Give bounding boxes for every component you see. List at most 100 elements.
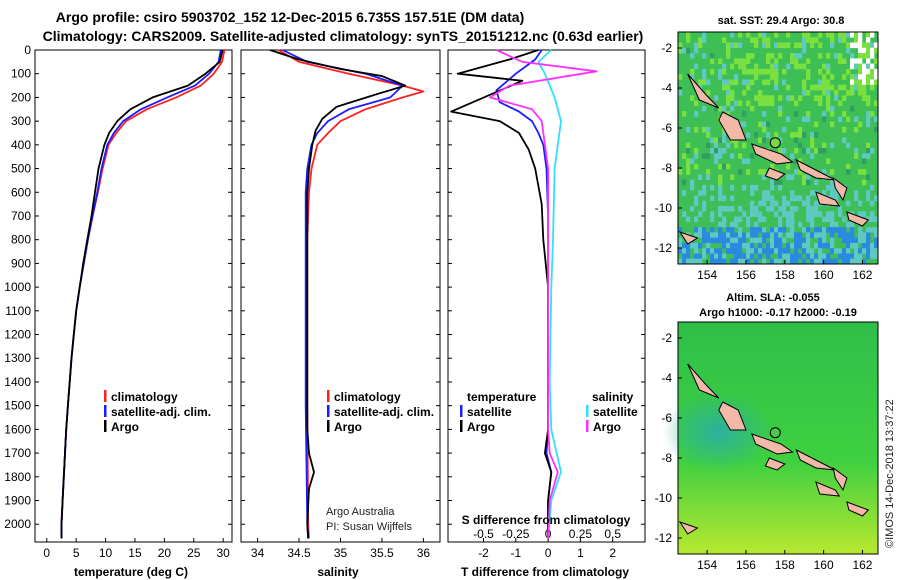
sst-pixel: [754, 206, 759, 212]
sst-pixel: [758, 68, 763, 75]
sst-pixel: [854, 32, 859, 38]
sst-pixel: [774, 242, 779, 249]
sst-pixel: [718, 163, 723, 170]
sst-pixel: [794, 258, 799, 265]
sst-pixel: [758, 248, 763, 254]
sst-pixel: [698, 37, 703, 43]
depth-tick-label: 1200: [4, 328, 31, 342]
sst-pixel: [806, 248, 811, 254]
sst-pixel: [754, 258, 759, 265]
x-tick-label: 20: [158, 546, 172, 560]
sst-pixel: [794, 253, 799, 260]
sst-pixel: [730, 42, 735, 49]
sst-pixel: [782, 237, 787, 244]
sst-pixel: [822, 258, 827, 265]
sst-pixel: [754, 248, 759, 254]
sst-pixel: [682, 211, 687, 217]
sst-pixel: [826, 258, 831, 265]
sst-pixel: [686, 163, 691, 170]
sst-pixel: [870, 63, 875, 70]
sst-pixel: [798, 253, 803, 260]
sst-pixel: [806, 116, 811, 122]
sst-pixel: [854, 242, 859, 249]
sst-pixel: [818, 100, 823, 107]
series-line-salinity-argo: [489, 49, 598, 539]
legend-label-t-satellite: satellite: [467, 405, 512, 419]
sst-pixel: [794, 148, 799, 154]
sst-pixel: [714, 137, 719, 144]
sst-pixel: [766, 253, 771, 260]
sst-pixel: [778, 221, 783, 228]
island: [678, 231, 699, 245]
sst-pixel: [726, 206, 731, 212]
sst-pixel: [862, 232, 867, 238]
legend-swatch-climatology: [104, 390, 107, 402]
sst-pixel: [682, 258, 687, 265]
sst-pixel: [718, 248, 723, 254]
sst-pixel: [818, 253, 823, 260]
sst-pixel: [754, 95, 759, 101]
sst-pixel: [790, 242, 795, 249]
sst-pixel: [702, 153, 707, 159]
sst-pixel: [686, 216, 691, 223]
sst-pixel: [862, 248, 867, 254]
sst-pixel: [750, 206, 755, 212]
sst-pixel: [814, 179, 819, 186]
sst-pixel: [746, 221, 751, 228]
sst-pixel: [690, 158, 695, 165]
sst-pixel: [682, 153, 687, 159]
sst-pixel: [770, 184, 775, 191]
sst-pixel: [730, 174, 735, 180]
sst-pixel: [802, 79, 807, 86]
legend-label-climatology: climatology: [111, 390, 178, 404]
sst-pixel: [734, 253, 739, 260]
sst-pixel: [758, 169, 763, 175]
sst-pixel: [702, 32, 707, 38]
sst-pixel: [742, 211, 747, 217]
sst-pixel: [846, 258, 851, 265]
sst-pixel: [810, 84, 815, 91]
sst-pixel: [806, 237, 811, 244]
sst-pixel: [874, 227, 879, 233]
sst-pixel: [830, 169, 835, 175]
sst-pixel: [790, 132, 795, 138]
sst-pixel: [806, 206, 811, 212]
island: [764, 167, 786, 181]
sst-pixel: [794, 111, 799, 117]
sst-pixel: [774, 68, 779, 75]
sst-pixel: [810, 137, 815, 144]
sst-pixel: [706, 242, 711, 249]
sst-pixel: [814, 132, 819, 138]
depth-tick-label: 700: [11, 209, 31, 223]
sst-pixel: [790, 195, 795, 202]
sst-pixel: [686, 158, 691, 165]
sst-pixel: [722, 137, 727, 144]
series-line-temperature-argo: [450, 49, 553, 539]
sst-pixel: [698, 232, 703, 238]
sst-pixel: [726, 227, 731, 233]
sst-pixel: [870, 242, 875, 249]
island: [750, 143, 794, 165]
sst-pixel: [850, 58, 855, 64]
sst-pixel: [718, 68, 723, 75]
sst-pixel: [810, 211, 815, 217]
sst-pixel: [786, 200, 791, 207]
sst-pixel: [754, 227, 759, 233]
sst-pixel: [842, 58, 847, 64]
map-y-tick-label: -4: [661, 81, 672, 95]
sst-pixel: [690, 206, 695, 212]
sst-pixel: [818, 95, 823, 101]
island: [718, 111, 747, 141]
island: [687, 363, 720, 399]
sst-pixel: [850, 84, 855, 91]
sst-pixel: [718, 74, 723, 80]
sst-pixel: [866, 47, 871, 54]
sst-pixel: [870, 53, 875, 59]
sst-pixel: [782, 227, 787, 233]
map-y-tick-label: -12: [655, 241, 673, 255]
sst-pixel: [818, 237, 823, 244]
sst-pixel: [782, 248, 787, 254]
depth-tick-label: 1900: [4, 494, 31, 508]
sst-pixel: [814, 200, 819, 207]
sst-pixel: [782, 253, 787, 260]
